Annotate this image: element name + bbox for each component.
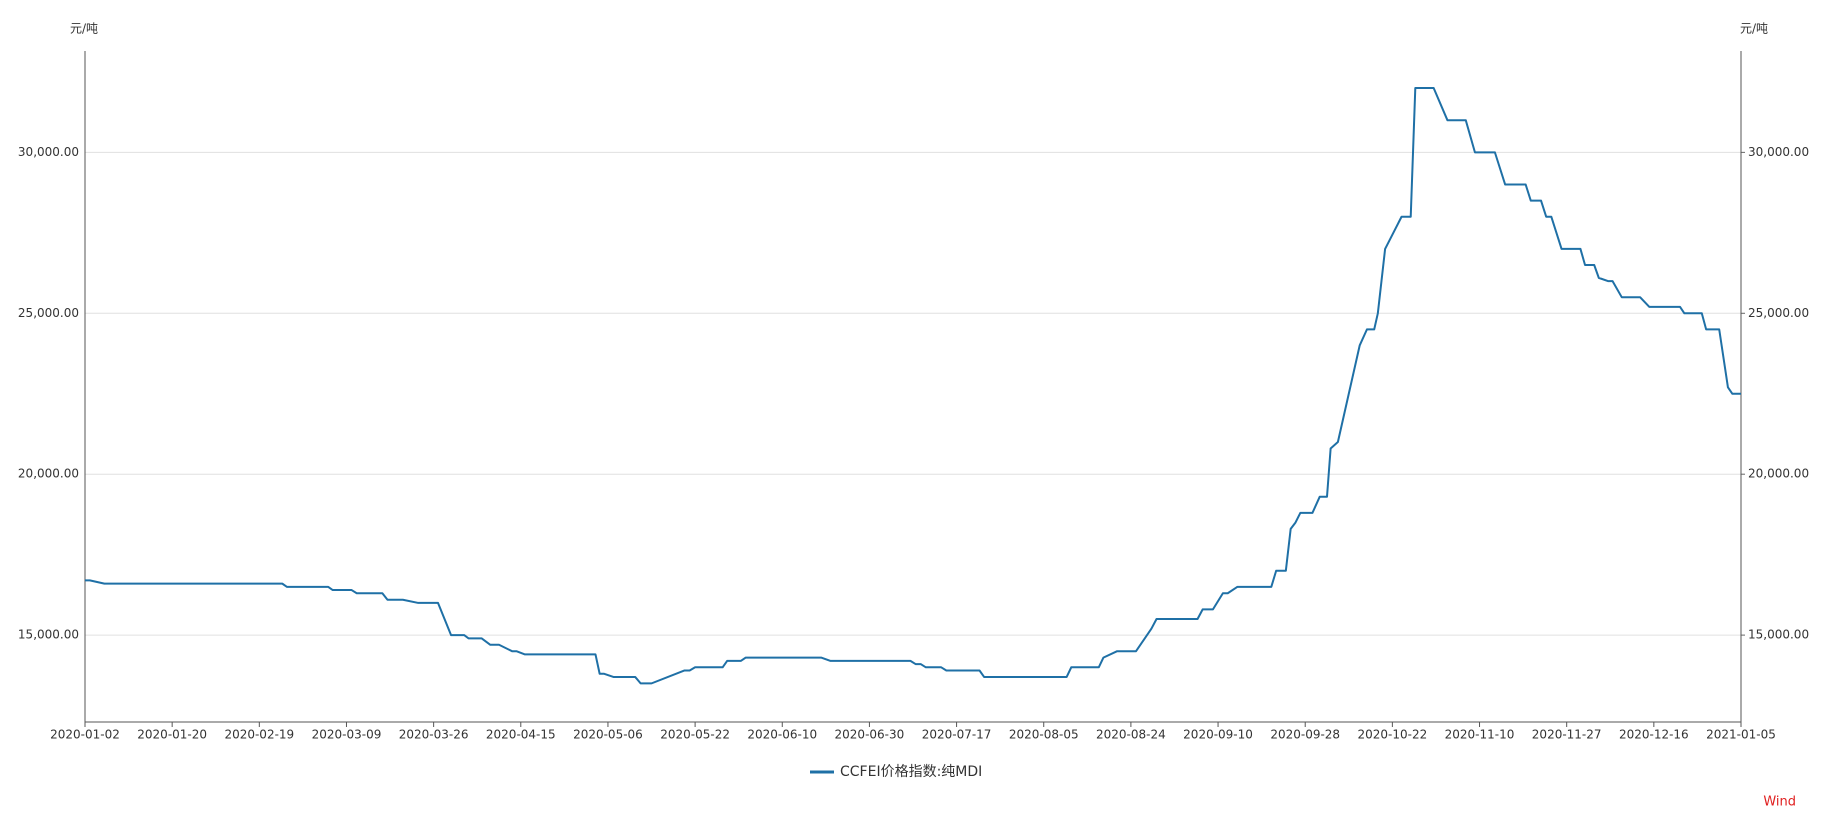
x-tick-label: 2020-03-09: [312, 728, 382, 742]
y2-axis-unit: 元/吨: [1740, 22, 1768, 36]
x-tick-label: 2020-10-22: [1357, 728, 1427, 742]
y-tick-label: 25,000.00: [18, 306, 79, 320]
y-tick-label: 30,000.00: [18, 145, 79, 159]
x-tick-label: 2020-06-30: [835, 728, 905, 742]
y-tick-label: 15,000.00: [18, 628, 79, 642]
y2-tick-label: 15,000.00: [1748, 628, 1809, 642]
x-tick-label: 2020-08-24: [1096, 728, 1166, 742]
x-tick-label: 2020-05-22: [660, 728, 730, 742]
x-tick-label: 2020-05-06: [573, 728, 643, 742]
x-tick-label: 2020-04-15: [486, 728, 556, 742]
x-tick-label: 2020-12-16: [1619, 728, 1689, 742]
y2-tick-label: 30,000.00: [1748, 145, 1809, 159]
x-tick-label: 2020-08-05: [1009, 728, 1079, 742]
y2-tick-label: 25,000.00: [1748, 306, 1809, 320]
x-tick-label: 2020-01-02: [50, 728, 120, 742]
x-tick-label: 2020-09-28: [1270, 728, 1340, 742]
source: Wind: [1763, 795, 1796, 810]
y-tick-label: 20,000.00: [18, 467, 79, 481]
x-tick-label: 2020-01-20: [137, 728, 207, 742]
y2-tick-label: 20,000.00: [1748, 467, 1809, 481]
legend-label: CCFEI价格指数:纯MDI: [840, 764, 982, 780]
line-series: [85, 87, 1741, 685]
x-tick-label: 2020-06-10: [747, 728, 817, 742]
x-tick-label: 2020-03-26: [399, 728, 469, 742]
x-tick-label: 2020-11-27: [1532, 728, 1602, 742]
x-tick-label: 2020-02-19: [224, 728, 294, 742]
x-tick-label: 2020-11-10: [1445, 728, 1515, 742]
x-tick-label: 2021-01-05: [1706, 728, 1776, 742]
x-tick-label: 2020-09-10: [1183, 728, 1253, 742]
x-tick-label: 2020-07-17: [922, 728, 992, 742]
y-axis-unit: 元/吨: [70, 22, 98, 36]
